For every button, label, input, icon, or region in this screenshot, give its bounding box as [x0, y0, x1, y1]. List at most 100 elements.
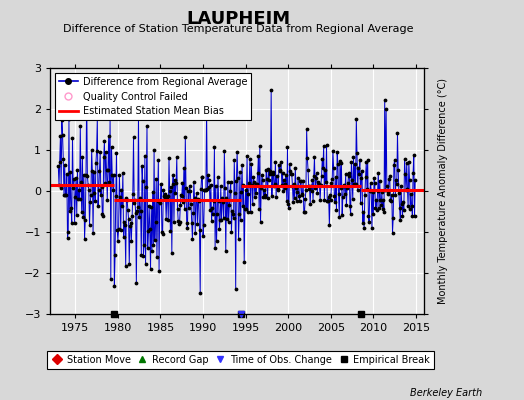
Point: [302, 186, 310, 193]
Point: [91, 198, 100, 204]
Point: [282, 198, 291, 204]
Point: [187, 201, 195, 208]
Point: [121, 222, 129, 228]
Point: [382, 106, 390, 112]
Point: [85, 222, 94, 228]
Point: [406, 177, 414, 184]
Point: [402, 187, 410, 194]
Point: [400, 156, 409, 162]
Point: [83, 173, 92, 179]
Point: [230, 215, 238, 222]
Point: [236, 169, 244, 176]
Point: [213, 211, 222, 217]
Point: [314, 182, 323, 189]
Point: [54, 163, 62, 170]
Point: [359, 209, 368, 215]
Point: [93, 115, 102, 121]
Point: [84, 181, 92, 188]
Point: [73, 167, 82, 173]
Point: [308, 176, 316, 183]
Point: [316, 182, 325, 188]
Point: [351, 161, 359, 167]
Point: [354, 187, 362, 194]
Point: [325, 222, 334, 228]
Point: [194, 198, 203, 204]
Point: [379, 197, 387, 204]
Legend: Station Move, Record Gap, Time of Obs. Change, Empirical Break: Station Move, Record Gap, Time of Obs. C…: [47, 351, 434, 369]
Point: [57, 185, 66, 191]
Point: [164, 217, 172, 223]
Point: [144, 228, 152, 235]
Point: [320, 197, 329, 203]
Point: [232, 286, 240, 292]
Point: [246, 209, 255, 215]
Point: [152, 175, 160, 182]
Point: [386, 173, 394, 180]
Point: [243, 152, 251, 159]
Point: [318, 156, 326, 162]
Point: [299, 178, 307, 184]
Point: [185, 182, 194, 189]
Point: [202, 187, 210, 194]
Point: [160, 192, 168, 199]
Point: [265, 177, 273, 183]
Point: [260, 192, 269, 198]
Point: [310, 154, 319, 160]
Point: [234, 175, 242, 181]
Point: [375, 205, 383, 212]
Point: [203, 186, 212, 192]
Point: [386, 197, 395, 203]
Point: [241, 206, 249, 212]
Point: [250, 179, 258, 185]
Point: [134, 204, 142, 211]
Point: [196, 186, 205, 192]
Point: [191, 230, 200, 236]
Point: [300, 208, 309, 215]
Point: [190, 179, 198, 185]
Point: [72, 212, 81, 218]
Point: [234, 236, 243, 242]
Point: [122, 263, 130, 269]
Point: [226, 179, 235, 185]
Point: [332, 207, 341, 213]
Point: [312, 170, 321, 176]
Point: [216, 183, 225, 190]
Point: [115, 172, 124, 178]
Point: [129, 134, 138, 140]
Point: [340, 182, 348, 188]
Point: [277, 158, 285, 165]
Point: [223, 215, 232, 222]
Point: [215, 225, 224, 232]
Point: [290, 195, 299, 201]
Point: [301, 196, 309, 202]
Point: [222, 248, 230, 254]
Point: [206, 207, 214, 214]
Point: [148, 247, 156, 254]
Point: [171, 190, 180, 196]
Point: [118, 203, 126, 209]
Point: [337, 160, 346, 166]
Point: [409, 170, 417, 176]
Point: [358, 220, 367, 226]
Point: [326, 196, 335, 203]
Point: [70, 220, 79, 226]
Point: [68, 220, 76, 226]
Point: [98, 211, 106, 217]
Point: [134, 112, 143, 118]
Point: [106, 115, 114, 121]
Point: [101, 180, 110, 186]
Point: [92, 148, 101, 154]
Point: [353, 150, 361, 156]
Point: [396, 217, 405, 223]
Point: [365, 218, 373, 225]
Point: [344, 173, 353, 179]
Point: [195, 227, 204, 233]
Point: [168, 181, 177, 187]
Point: [257, 185, 266, 192]
Point: [97, 184, 106, 190]
Point: [78, 209, 86, 216]
Point: [192, 195, 200, 202]
Point: [58, 117, 66, 124]
Point: [105, 179, 114, 186]
Point: [119, 234, 128, 240]
